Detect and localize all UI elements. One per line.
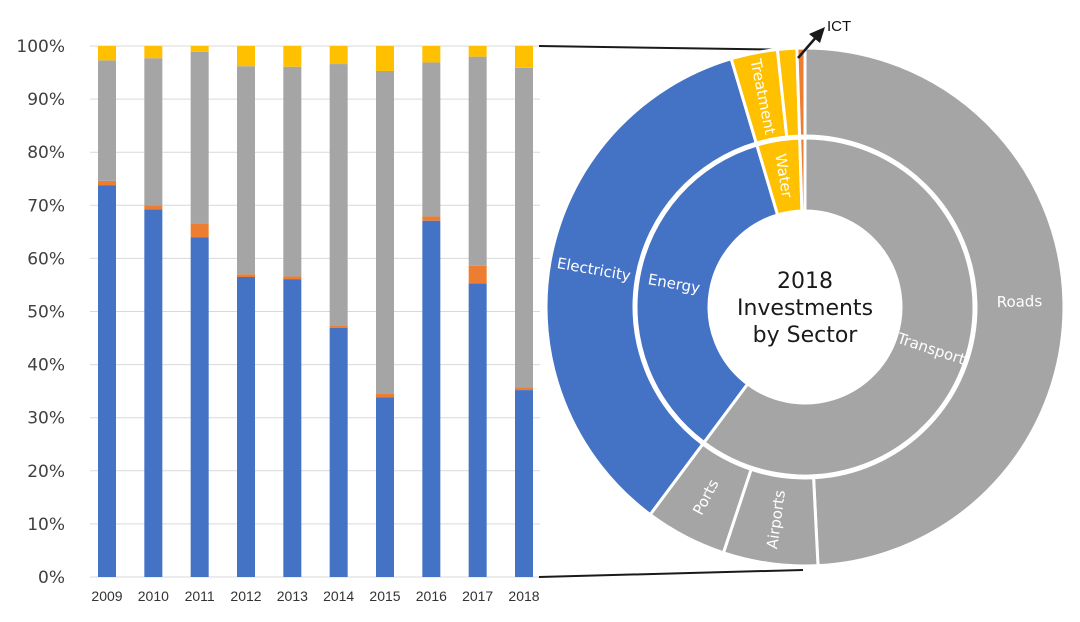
center-title-line: 2018 <box>777 269 833 294</box>
bar-chart-plot-area <box>98 46 533 577</box>
inner-ring-segment-transport <box>702 136 976 478</box>
outer-ring-segment-ict <box>795 46 807 138</box>
bar-segment-ict <box>515 387 533 391</box>
bar-segment-transport <box>144 58 163 206</box>
bar-segment-ict <box>237 274 255 277</box>
bar-segment-ict <box>422 216 441 221</box>
bar-segment-ict <box>376 393 394 398</box>
bar-x-tick-label: 2014 <box>323 588 354 604</box>
bar-chart-gridlines <box>90 45 540 578</box>
ict-callout-label: ICT <box>827 18 851 35</box>
ict-callout: ICT <box>797 18 851 59</box>
bar-x-tick-label: 2016 <box>416 588 447 604</box>
outer-ring-label-roads: Roads <box>996 292 1042 311</box>
bar-segment-transport <box>190 51 209 224</box>
bar-x-tick-label: 2011 <box>185 588 215 604</box>
callout-connector-lines <box>538 45 804 578</box>
bar-segment-water <box>329 46 348 65</box>
bar-segment-energy <box>283 279 302 577</box>
outer-ring-segment-electricity <box>544 57 758 517</box>
bar-segment-energy <box>98 185 116 577</box>
bar-segment-transport <box>237 66 255 275</box>
bar-segment-water <box>144 46 163 59</box>
bar-y-tick-label: 100% <box>16 37 65 57</box>
bar-segment-ict <box>329 325 348 328</box>
connector-line-bottom <box>538 569 804 578</box>
bar-segment-energy <box>422 220 441 577</box>
bar-y-tick-label: 30% <box>27 409 65 429</box>
bar-segment-energy <box>237 276 255 577</box>
center-title-line: by Sector <box>753 323 859 348</box>
bar-segment-energy <box>329 327 348 577</box>
bar-segment-water <box>237 46 255 67</box>
bar-y-tick-label: 0% <box>38 568 65 588</box>
outer-ring-segment-roads <box>803 46 1066 568</box>
bar-segment-energy <box>190 237 209 577</box>
bar-x-tick-label: 2010 <box>138 588 169 604</box>
bar-chart-y-axis: 0% 10% 20% 30% 40% 50% 60% 70% 80% 90% 100% <box>16 37 65 588</box>
bar-x-tick-label: 2012 <box>230 588 261 604</box>
connector-line-top <box>538 45 804 51</box>
bar-y-tick-label: 20% <box>27 462 65 482</box>
bar-segment-water <box>376 46 394 71</box>
bar-segment-transport <box>283 66 302 277</box>
bar-chart-x-axis: 2009 2010 2011 2012 2013 2014 2015 2016 2017 2018 <box>91 588 539 604</box>
bar-segment-transport <box>329 64 348 326</box>
bar-segment-ict <box>190 223 209 238</box>
bar-segment-ict <box>98 180 116 186</box>
bar-y-tick-label: 60% <box>27 249 65 269</box>
bar-segment-water <box>283 46 302 67</box>
inner-ring-segment-ict <box>798 136 807 213</box>
bar-x-tick-label: 2009 <box>91 588 122 604</box>
center-title-line: Investments <box>737 296 873 321</box>
bar-x-tick-label: 2015 <box>369 588 400 604</box>
bar-segment-transport <box>515 67 533 388</box>
sunburst-center-title: 2018 Investments by Sector <box>737 269 873 348</box>
bar-x-tick-label: 2013 <box>277 588 308 604</box>
bar-segment-energy <box>515 390 533 577</box>
bar-segment-transport <box>422 62 441 217</box>
bar-y-tick-label: 50% <box>27 303 65 323</box>
bar-segment-water <box>515 46 533 68</box>
bar-segment-ict <box>468 265 487 284</box>
bar-x-tick-label: 2018 <box>508 588 539 604</box>
bar-x-tick-label: 2017 <box>462 588 493 604</box>
bar-y-tick-label: 70% <box>27 196 65 216</box>
bar-segment-transport <box>98 60 116 181</box>
bar-segment-ict <box>144 205 163 210</box>
bar-segment-water <box>98 46 116 61</box>
ict-callout-arrow-line <box>797 34 819 59</box>
bar-segment-transport <box>468 56 487 266</box>
bar-segment-water <box>468 46 487 57</box>
bar-segment-transport <box>376 70 394 394</box>
bar-segment-energy <box>376 397 394 577</box>
bar-segment-water <box>190 46 209 52</box>
sunburst-chart <box>544 46 1066 568</box>
bar-y-tick-label: 90% <box>27 90 65 110</box>
bar-segment-water <box>422 46 441 63</box>
bar-y-tick-label: 40% <box>27 356 65 376</box>
bar-y-tick-label: 80% <box>27 143 65 163</box>
bar-segment-energy <box>144 209 163 577</box>
bar-segment-energy <box>468 283 487 577</box>
bar-segment-ict <box>283 276 302 280</box>
bar-y-tick-label: 10% <box>27 515 65 535</box>
inner-ring-segment-energy <box>634 143 780 444</box>
ict-callout-arrowhead <box>809 27 825 43</box>
